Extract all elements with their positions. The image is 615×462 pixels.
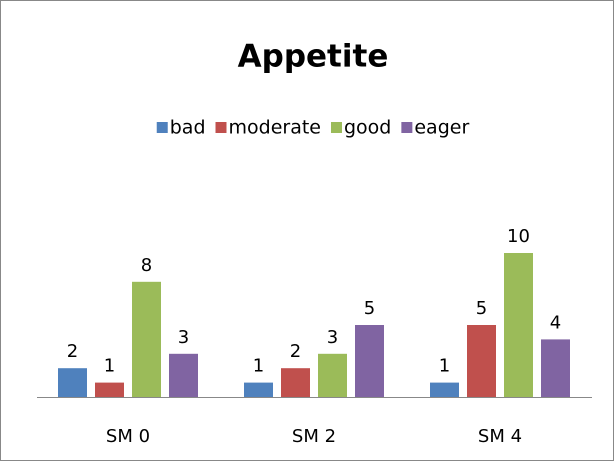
bar <box>355 325 384 397</box>
data-label: 8 <box>141 255 152 276</box>
bar <box>281 368 310 397</box>
chart-title: Appetite <box>238 39 389 75</box>
legend-label: moderate <box>229 117 321 139</box>
x-tick-label: SM 4 <box>478 426 522 447</box>
legend-swatch <box>401 122 413 133</box>
data-label: 1 <box>253 356 264 377</box>
bar <box>132 281 161 397</box>
bar <box>169 353 198 397</box>
bar <box>467 325 496 397</box>
data-label: 2 <box>67 341 78 362</box>
data-label: 3 <box>178 327 189 348</box>
legend-label: eager <box>414 117 469 139</box>
data-label: 4 <box>550 312 561 333</box>
bar <box>244 382 273 397</box>
legend-label: good <box>344 117 391 139</box>
x-tick-label: SM 2 <box>292 426 336 447</box>
data-label: 10 <box>507 226 530 247</box>
legend-swatch <box>215 122 227 133</box>
data-label: 1 <box>104 356 115 377</box>
x-tick-label: SM 0 <box>106 426 150 447</box>
legend-swatch <box>156 122 168 133</box>
data-label: 5 <box>364 298 375 319</box>
data-label: 1 <box>439 356 450 377</box>
data-label: 5 <box>476 298 487 319</box>
data-label: 3 <box>327 327 338 348</box>
bar <box>504 253 533 397</box>
bar <box>541 339 570 397</box>
legend-swatch <box>330 122 342 133</box>
bar <box>430 382 459 397</box>
data-label: 2 <box>290 341 301 362</box>
bar <box>95 382 124 397</box>
legend-label: bad <box>170 117 206 139</box>
bar <box>58 368 87 397</box>
bar <box>318 353 347 397</box>
